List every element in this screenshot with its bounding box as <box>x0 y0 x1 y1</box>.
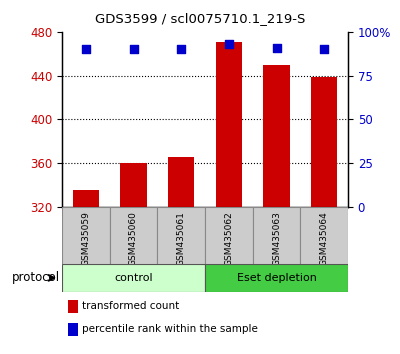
Bar <box>311 77 337 207</box>
Bar <box>205 264 348 292</box>
Text: transformed count: transformed count <box>82 301 179 311</box>
Text: control: control <box>114 273 153 283</box>
Bar <box>157 207 205 264</box>
Point <box>83 47 89 52</box>
Text: GSM435062: GSM435062 <box>224 212 233 266</box>
Bar <box>62 207 110 264</box>
Text: GDS3599 / scl0075710.1_219-S: GDS3599 / scl0075710.1_219-S <box>95 12 305 25</box>
Bar <box>120 163 147 207</box>
Bar <box>216 42 242 207</box>
Bar <box>110 207 157 264</box>
Text: GSM435064: GSM435064 <box>320 212 329 266</box>
Point <box>178 47 184 52</box>
Point <box>130 47 137 52</box>
Bar <box>263 65 290 207</box>
Text: Eset depletion: Eset depletion <box>236 273 316 283</box>
Text: GSM435059: GSM435059 <box>81 212 90 267</box>
Text: percentile rank within the sample: percentile rank within the sample <box>82 324 258 334</box>
Text: GSM435061: GSM435061 <box>177 212 186 267</box>
Bar <box>253 207 300 264</box>
Bar <box>300 207 348 264</box>
Text: protocol: protocol <box>12 272 60 284</box>
Text: GSM435063: GSM435063 <box>272 212 281 267</box>
Point <box>321 47 327 52</box>
Bar <box>205 207 253 264</box>
Text: GSM435060: GSM435060 <box>129 212 138 267</box>
Bar <box>62 264 205 292</box>
Point <box>226 41 232 47</box>
Point <box>273 45 280 51</box>
Bar <box>168 157 194 207</box>
Bar <box>73 190 99 207</box>
